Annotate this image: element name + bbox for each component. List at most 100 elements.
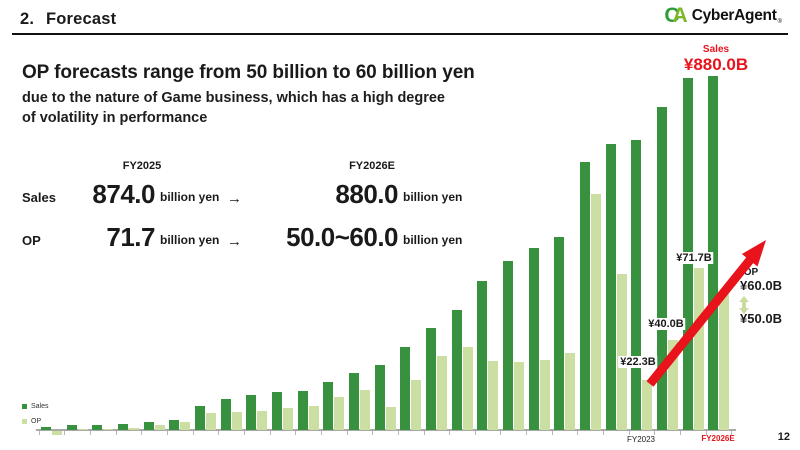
legend-sales-swatch xyxy=(22,404,27,409)
op-range-double-arrow-icon xyxy=(739,296,749,314)
op-bar xyxy=(642,379,653,430)
op-bar xyxy=(359,390,370,430)
op-fy2023-point-label: ¥22.3B xyxy=(618,356,658,368)
legend-sales-label: Sales xyxy=(31,403,49,410)
title-underline xyxy=(12,33,788,35)
headline-sub-line1: due to the nature of Game business, whic… xyxy=(22,90,445,106)
op-bar xyxy=(154,424,165,430)
op-fy2025-point-label: ¥71.7B xyxy=(674,252,714,264)
op-bar xyxy=(231,412,242,430)
sales-callout-label: Sales xyxy=(702,44,730,55)
op-range-high-label: ¥60.0B xyxy=(740,278,782,293)
op-bar xyxy=(590,194,601,430)
x-axis-tick xyxy=(628,431,630,435)
registered-trademark-icon: ® xyxy=(777,19,782,25)
sales-bar xyxy=(374,364,385,430)
sales-row-label: Sales xyxy=(22,190,56,205)
op-range-title: OP xyxy=(743,267,759,278)
x-axis-tick xyxy=(551,431,553,435)
op-bar xyxy=(411,379,422,430)
sales-bar xyxy=(92,425,103,430)
op-bar xyxy=(205,413,216,430)
x-axis-tick xyxy=(654,431,656,435)
x-axis-tick xyxy=(346,431,348,435)
op-bar xyxy=(693,267,704,430)
x-axis-tick xyxy=(500,431,502,435)
sales-fy2026e-unit: billion yen xyxy=(403,190,463,204)
sales-bar xyxy=(297,391,308,430)
sales-bar xyxy=(117,424,128,430)
x-axis-tick xyxy=(243,431,245,435)
op-bar xyxy=(513,361,524,430)
sales-bar xyxy=(656,106,667,430)
op-fy2026e-unit: billion yen xyxy=(403,233,463,247)
headline-sub-line2: of volatility in performance xyxy=(22,110,208,126)
sales-bar xyxy=(246,394,257,430)
sales-bar xyxy=(169,420,180,430)
x-axis-tick xyxy=(423,431,425,435)
sales-arrow-icon: → xyxy=(227,190,242,207)
sales-fy2026e-value: 880.0 xyxy=(335,179,398,209)
x-axis-tick xyxy=(141,431,143,435)
op-row-label: OP xyxy=(22,233,41,248)
sales-callout-value: ¥880.0B xyxy=(683,55,749,74)
op-bar xyxy=(565,353,576,430)
sales-bar xyxy=(451,309,462,430)
sales-bar xyxy=(220,399,231,430)
x-axis-line xyxy=(36,429,736,431)
logo-ca-mark-a: A xyxy=(672,4,688,27)
x-axis-tick xyxy=(474,431,476,435)
x-axis-tick xyxy=(372,431,374,435)
x-axis-tick xyxy=(192,431,194,435)
logo-wordmark: CyberAgent xyxy=(691,7,777,24)
page-title: 2. Forecast xyxy=(20,10,117,28)
x-axis-tick xyxy=(397,431,399,435)
op-bar xyxy=(282,407,293,430)
sales-bar xyxy=(425,327,436,430)
sales-bar xyxy=(605,144,616,430)
op-bar xyxy=(77,429,88,430)
sales-fy2025-unit: billion yen xyxy=(160,190,220,204)
cyberagent-logo: C A CyberAgent ® xyxy=(664,5,782,27)
x-axis-tick xyxy=(577,431,579,435)
x-axis-tick xyxy=(269,431,271,435)
x-axis-tick xyxy=(295,431,297,435)
op-bar xyxy=(462,346,473,430)
sales-fy2025-value: 874.0 xyxy=(92,179,155,209)
op-arrow-icon: → xyxy=(227,233,242,250)
x-axis-tick xyxy=(731,431,733,435)
sales-bar xyxy=(400,347,411,430)
x-axis-tick xyxy=(526,431,528,435)
x-axis-label-fy2023: FY2023 xyxy=(626,435,656,444)
op-bar xyxy=(488,360,499,430)
x-axis-tick xyxy=(449,431,451,435)
op-bar xyxy=(616,273,627,430)
op-bar xyxy=(180,421,191,430)
legend-op-label: OP xyxy=(31,418,42,425)
sales-bar xyxy=(477,280,488,430)
sales-bar xyxy=(579,161,590,430)
op-fy2025-value: 71.7 xyxy=(106,222,155,252)
sales-bar xyxy=(41,427,51,430)
x-axis-tick xyxy=(38,431,40,435)
op-bar xyxy=(257,411,268,430)
logo-ca-mark-c: C xyxy=(664,4,680,27)
op-bar xyxy=(308,406,319,430)
sales-bar xyxy=(271,392,282,430)
op-bar xyxy=(103,428,114,430)
x-axis-tick xyxy=(89,431,91,435)
op-bar xyxy=(334,396,345,430)
sales-bar xyxy=(554,237,565,430)
sales-bar xyxy=(528,247,539,430)
x-axis-tick xyxy=(705,431,707,435)
sales-bar xyxy=(66,424,77,430)
x-axis-tick xyxy=(603,431,605,435)
op-bar xyxy=(539,360,550,430)
sales-bar xyxy=(194,405,205,430)
legend-op-swatch xyxy=(22,419,27,424)
x-axis-tick xyxy=(64,431,66,435)
op-bar xyxy=(128,427,139,430)
op-bar xyxy=(667,339,678,430)
op-fy2026e-value: 50.0~60.0 xyxy=(286,222,398,252)
